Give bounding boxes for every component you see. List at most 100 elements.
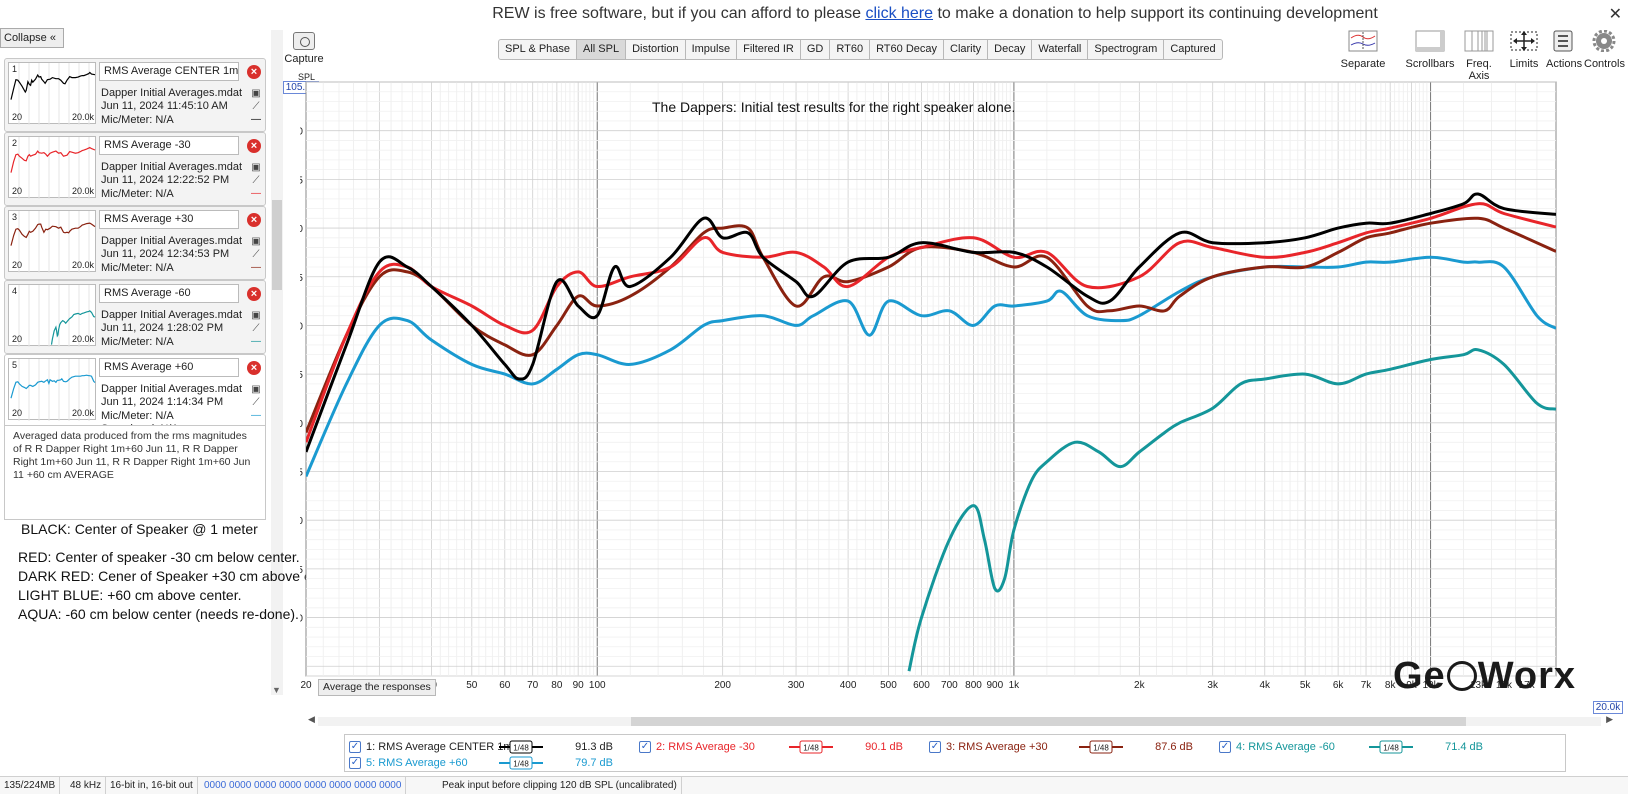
scroll-left-icon[interactable]: ◀ [308,714,315,724]
graph-scroll-thumb[interactable] [631,717,1466,726]
measurement-name-input[interactable]: RMS Average +30 [99,210,239,229]
chart-icon[interactable]: ▣ [251,310,261,321]
measurement-card[interactable]: 5 20 20.0k RMS Average +60 × Dapper Initial A… [4,354,266,435]
spl-graph: 5055606570758085909510020304050607080901… [286,78,1610,721]
measurement-card[interactable]: 3 20 20.0k RMS Average +30 × Dapper Initial A… [4,206,266,280]
measurement-info: Dapper Initial Averages.mdat Jun 11, 2024… [101,235,242,275]
pen-icon[interactable]: ⟋ [252,249,260,260]
separate-button[interactable]: Separate [1333,30,1393,70]
measurement-info: Dapper Initial Averages.mdat Jun 11, 2024… [101,87,242,127]
tab-gd[interactable]: GD [801,40,831,59]
smoothing-icon[interactable]: 1/48 [499,740,543,754]
panel-scrollbar[interactable]: ▼ [271,30,283,695]
measurement-thumbnail[interactable]: 2 20 20.0k [8,136,96,199]
measurement-card[interactable]: 4 20 20.0k RMS Average -60 × Dapper Initial A… [4,280,266,354]
measurement-panel: Collapse « 1 20 20.0k RMS Average CENTER 1m… [0,28,274,520]
actions-button[interactable]: Actions [1546,30,1582,70]
capture-button[interactable]: Capture [284,30,324,65]
scroll-right-icon[interactable]: ▶ [1606,714,1613,724]
legend-series-name: 2: RMS Average -30 [656,741,755,753]
chart-icon[interactable]: ▣ [251,162,261,173]
series-line-1[interactable] [306,192,1556,453]
pen-icon[interactable]: ⟋ [252,397,260,408]
chart-icon[interactable]: ▣ [251,88,261,99]
y-tick-label: 70 [300,419,303,430]
measurement-thumbnail[interactable]: 3 20 20.0k [8,210,96,273]
scroll-down-icon[interactable]: ▼ [272,685,281,695]
measurement-thumbnail[interactable]: 5 20 20.0k [8,358,96,421]
pen-icon[interactable]: ⟋ [252,101,260,112]
tab-rt60[interactable]: RT60 [830,40,871,59]
legend-series-name: 1: RMS Average CENTER 1m [366,741,513,753]
measurement-card[interactable]: 2 20 20.0k RMS Average -30 × Dapper Initial A… [4,132,266,206]
freq-axis-button[interactable]: Freq. Axis [1456,30,1502,82]
sample-rate-status: 48 kHz [66,777,107,794]
trace-checkbox[interactable]: ✓ [349,757,361,769]
measurement-name-input[interactable]: RMS Average CENTER 1m [99,62,239,81]
svg-text:1/48: 1/48 [1383,744,1399,753]
series-line-5[interactable] [306,255,1556,477]
measurement-thumbnail[interactable]: 4 20 20.0k [8,284,96,347]
delete-measurement-icon[interactable]: × [247,139,261,153]
collapse-button[interactable]: Collapse « [0,28,64,48]
legend-value: 87.6 dB [1155,741,1193,753]
tab-distortion[interactable]: Distortion [626,40,686,59]
scrollbars-button[interactable]: Scrollbars [1405,30,1455,70]
graph-scrollbar[interactable]: ◀ ▶ [308,714,1613,726]
series-line-2[interactable] [306,202,1556,443]
y-tick-label: 65 [300,468,303,479]
trace-checkbox[interactable]: ✓ [1219,741,1231,753]
spl-plot[interactable]: 5055606570758085909510020304050607080901… [286,78,1610,718]
x-tick-label: 13k [1470,680,1487,691]
tab-impulse[interactable]: Impulse [686,40,738,59]
trace-checkbox[interactable]: ✓ [639,741,651,753]
svg-text:1/48: 1/48 [513,744,529,753]
tab-spl-phase[interactable]: SPL & Phase [499,40,578,59]
trace-color-icon[interactable]: — [251,114,261,125]
legend-value: 91.3 dB [575,741,613,753]
tab-filtered-ir[interactable]: Filtered IR [737,40,801,59]
smoothing-icon[interactable]: 1/48 [1369,740,1413,754]
smoothing-icon[interactable]: 1/48 [1079,740,1123,754]
tab-decay[interactable]: Decay [988,40,1033,59]
tab-clarity[interactable]: Clarity [944,40,989,59]
measurement-name-input[interactable]: RMS Average -60 [99,284,239,303]
delete-measurement-icon[interactable]: × [247,361,261,375]
bit-depth-status: 16-bit in, 16-bit out [106,777,198,794]
chart-icon[interactable]: ▣ [251,384,261,395]
measurement-name-input[interactable]: RMS Average -30 [99,136,239,155]
average-responses-button[interactable]: Average the responses [318,679,436,696]
trace-color-icon[interactable]: — [251,188,261,199]
smoothing-icon[interactable]: 1/48 [789,740,833,754]
measurement-thumbnail[interactable]: 1 20 20.0k [8,62,96,125]
tab-spectrogram[interactable]: Spectrogram [1088,40,1165,59]
trace-color-icon[interactable]: — [251,336,261,347]
delete-measurement-icon[interactable]: × [247,287,261,301]
freq-axis-icon [1464,30,1494,52]
tab-rt60-decay[interactable]: RT60 Decay [870,40,944,59]
tab-waterfall[interactable]: Waterfall [1032,40,1089,59]
scroll-thumb[interactable] [272,200,282,290]
donation-banner: REW is free software, but if you can aff… [270,0,1600,28]
series-line-4[interactable] [907,347,1556,672]
smoothing-icon[interactable]: 1/48 [499,756,543,770]
legend-series-name: 4: RMS Average -60 [1236,741,1335,753]
chart-icon[interactable]: ▣ [251,236,261,247]
tab-all-spl[interactable]: All SPL [577,40,627,59]
measurement-name-input[interactable]: RMS Average +60 [99,358,239,377]
pen-icon[interactable]: ⟋ [252,323,260,334]
trace-checkbox[interactable]: ✓ [929,741,941,753]
limits-button[interactable]: Limits [1508,30,1540,70]
donate-link[interactable]: click here [865,5,934,22]
trace-checkbox[interactable]: ✓ [349,741,361,753]
close-icon[interactable]: ✕ [1608,6,1622,23]
pen-icon[interactable]: ⟋ [252,175,260,186]
trace-color-icon[interactable]: — [251,410,261,421]
tab-captured[interactable]: Captured [1170,43,1216,55]
trace-color-icon[interactable]: — [251,262,261,273]
x-max-field[interactable]: 20.0k [1593,701,1623,714]
measurement-card[interactable]: 1 20 20.0k RMS Average CENTER 1m × Dapper Ini… [4,58,266,132]
controls-button[interactable]: Controls [1584,29,1625,70]
delete-measurement-icon[interactable]: × [247,213,261,227]
delete-measurement-icon[interactable]: × [247,65,261,79]
